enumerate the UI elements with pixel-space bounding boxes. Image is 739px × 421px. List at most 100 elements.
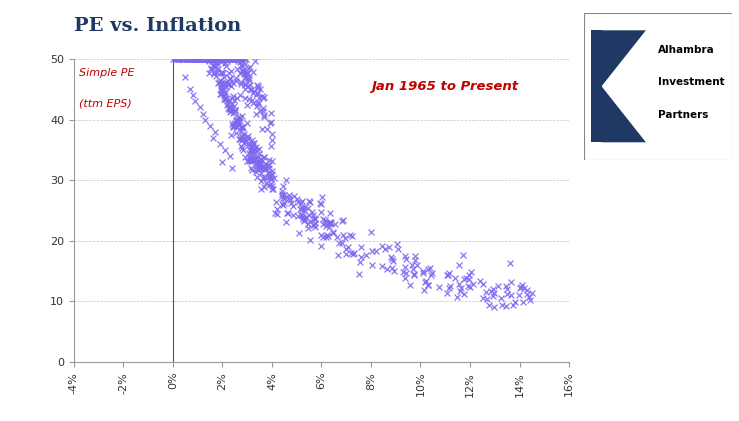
Point bbox=[297, 216, 309, 222]
Point bbox=[321, 232, 333, 239]
Point bbox=[227, 109, 239, 116]
Point bbox=[277, 202, 289, 208]
Point bbox=[236, 113, 248, 120]
Point bbox=[265, 176, 277, 183]
Point bbox=[454, 288, 466, 294]
Point bbox=[465, 269, 477, 275]
Point bbox=[329, 221, 341, 228]
Point bbox=[247, 149, 259, 155]
Point bbox=[408, 271, 420, 278]
Point bbox=[279, 219, 291, 226]
Point bbox=[236, 136, 248, 143]
Point bbox=[197, 56, 208, 62]
Point bbox=[221, 102, 233, 109]
Point bbox=[249, 154, 261, 161]
Point bbox=[295, 212, 307, 219]
Point bbox=[183, 56, 194, 62]
Point bbox=[246, 136, 258, 143]
Point bbox=[218, 79, 230, 86]
Point bbox=[347, 250, 359, 257]
Point bbox=[246, 144, 258, 151]
Point bbox=[360, 251, 372, 258]
Point bbox=[225, 75, 236, 82]
Point bbox=[488, 304, 500, 310]
Point bbox=[324, 210, 336, 216]
Point bbox=[258, 153, 270, 160]
Point bbox=[248, 153, 259, 160]
Point bbox=[214, 90, 225, 97]
Point bbox=[379, 245, 391, 252]
Point bbox=[194, 56, 206, 62]
Point bbox=[239, 94, 251, 101]
Point bbox=[196, 56, 208, 62]
Point bbox=[254, 108, 266, 115]
Point bbox=[386, 256, 398, 262]
Point bbox=[285, 200, 297, 207]
Point bbox=[215, 69, 227, 76]
Point bbox=[388, 267, 400, 274]
Point bbox=[214, 76, 226, 83]
Point bbox=[194, 56, 205, 62]
Point bbox=[234, 91, 245, 98]
Point bbox=[231, 130, 242, 136]
Point bbox=[196, 56, 208, 62]
Point bbox=[221, 98, 233, 105]
Point bbox=[318, 216, 330, 222]
Point bbox=[187, 92, 199, 99]
Point bbox=[180, 74, 191, 80]
Point bbox=[185, 56, 197, 62]
Point bbox=[236, 131, 248, 138]
Point bbox=[218, 74, 230, 80]
Point bbox=[310, 223, 321, 230]
Point bbox=[232, 118, 244, 125]
Point bbox=[241, 69, 253, 75]
Point bbox=[454, 262, 466, 269]
Point bbox=[252, 85, 264, 92]
Point bbox=[216, 56, 228, 62]
Point bbox=[253, 146, 265, 152]
Point bbox=[254, 165, 266, 172]
Point bbox=[236, 62, 248, 69]
Point bbox=[281, 177, 293, 184]
Point bbox=[500, 282, 511, 289]
Point bbox=[228, 123, 239, 129]
Point bbox=[250, 111, 262, 117]
Point bbox=[200, 56, 212, 62]
Point bbox=[392, 246, 404, 253]
Point bbox=[250, 166, 262, 173]
Point bbox=[202, 56, 214, 62]
Point bbox=[417, 269, 429, 276]
Point bbox=[195, 56, 207, 62]
Point bbox=[457, 252, 469, 258]
Point bbox=[397, 269, 409, 275]
Point bbox=[449, 274, 461, 281]
Point bbox=[203, 56, 215, 62]
Point bbox=[249, 58, 261, 64]
Point bbox=[228, 103, 239, 109]
Point bbox=[323, 220, 335, 226]
Point bbox=[200, 116, 211, 123]
Point bbox=[185, 56, 197, 62]
Point bbox=[236, 133, 248, 140]
Point bbox=[403, 282, 415, 288]
Point bbox=[245, 165, 257, 172]
Point bbox=[256, 92, 268, 99]
Point bbox=[238, 56, 250, 62]
Polygon shape bbox=[602, 86, 646, 142]
Point bbox=[198, 56, 210, 62]
Point bbox=[386, 265, 398, 272]
Point bbox=[243, 75, 255, 82]
Point bbox=[223, 96, 235, 103]
Point bbox=[188, 56, 200, 62]
Point bbox=[200, 56, 212, 62]
Point bbox=[293, 229, 305, 236]
Point bbox=[200, 56, 212, 62]
Point bbox=[309, 220, 321, 226]
Point bbox=[265, 109, 276, 116]
Point bbox=[257, 107, 269, 114]
Point bbox=[215, 91, 227, 97]
Point bbox=[422, 281, 434, 288]
Point bbox=[266, 182, 278, 189]
Point bbox=[243, 141, 255, 148]
Point bbox=[399, 274, 411, 281]
